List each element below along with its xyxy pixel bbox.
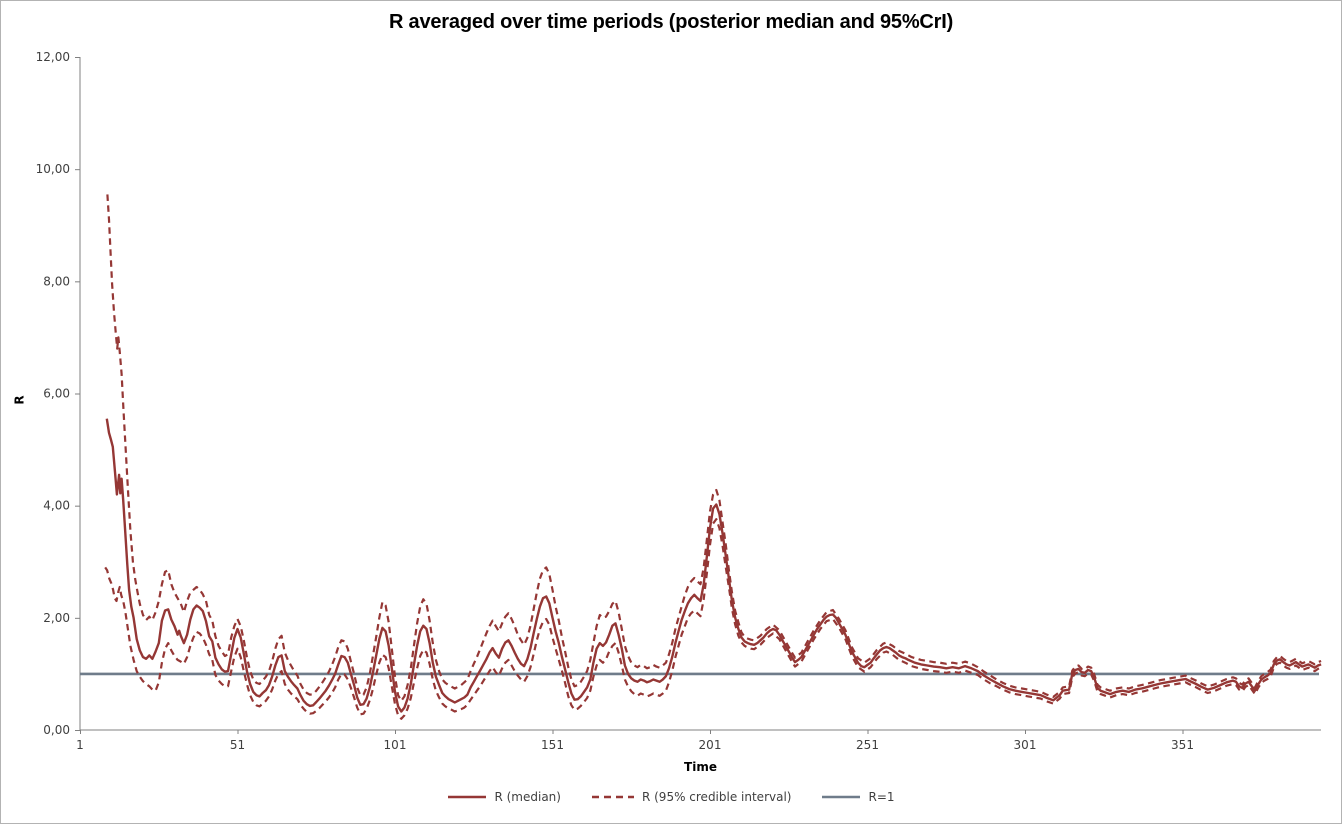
y-tick-label: 10,00 (36, 162, 70, 176)
y-tick-label: 8,00 (43, 274, 70, 288)
legend-swatch-r1-line (822, 795, 861, 799)
series-lines (104, 194, 1322, 720)
y-tick-label: 6,00 (43, 387, 70, 401)
series-ci-lower (104, 517, 1322, 720)
chart-title: R averaged over time periods (posterior … (388, 11, 954, 33)
legend-label-median: R (median) (494, 790, 561, 804)
legend-swatch-median-line (448, 795, 487, 799)
x-tick-label: 301 (1014, 738, 1037, 752)
x-tick-label: 51 (230, 738, 245, 752)
y-tick-label: 2,00 (43, 611, 70, 625)
x-tick-label: 1 (76, 738, 84, 752)
x-tick-label: 101 (384, 738, 407, 752)
axes (75, 57, 1321, 734)
x-tick-label: 351 (1171, 738, 1194, 752)
x-axis-title: Time (684, 760, 717, 774)
y-tick-label: 4,00 (43, 499, 70, 513)
legend-item-credible-interval: R (95% credible interval) (591, 790, 792, 804)
legend-item-median: R (median) (447, 790, 561, 804)
x-tick-label: 151 (541, 738, 564, 752)
x-tick-label: 251 (856, 738, 879, 752)
y-tick-label: 0,00 (43, 723, 70, 737)
legend-label-r1: R=1 (868, 790, 895, 804)
series-ci-upper (106, 194, 1322, 702)
legend: R (median) R (95% credible interval) R=1 (1, 790, 1341, 804)
legend-swatch-ci-line (591, 795, 634, 799)
legend-label-credible-interval: R (95% credible interval) (641, 790, 792, 804)
series-median (105, 418, 1322, 713)
x-tick-label: 201 (699, 738, 722, 752)
y-tick-label: 12,00 (36, 50, 70, 64)
legend-item-r1: R=1 (821, 790, 895, 804)
